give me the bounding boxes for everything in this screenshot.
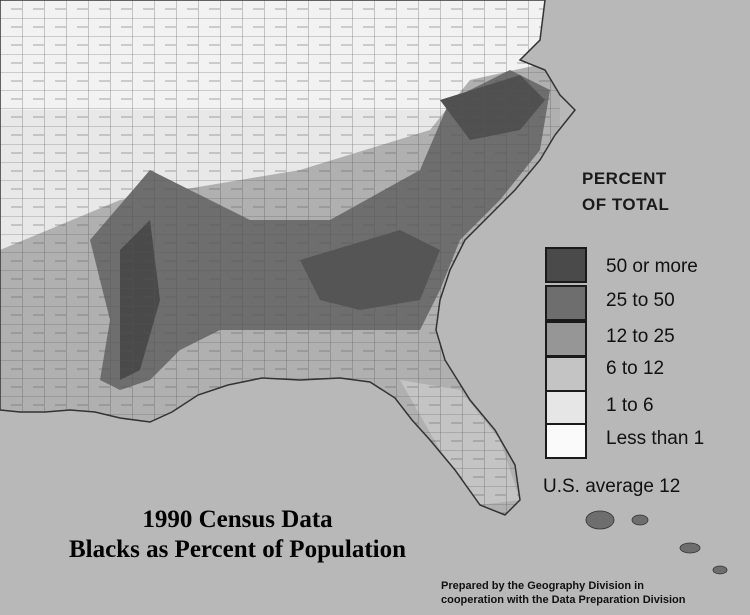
credit-line2: cooperation with the Data Preparation Di… xyxy=(441,594,686,606)
legend-swatch xyxy=(545,247,587,283)
legend-label: Less than 1 xyxy=(606,428,705,449)
legend-title-line1: PERCENT xyxy=(582,169,667,188)
credit-note: Prepared by the Geography Division in co… xyxy=(441,579,685,607)
legend-title-line2: OF TOTAL xyxy=(582,195,670,214)
map-title-line1: 1990 Census Data xyxy=(142,506,333,533)
legend-label: 12 to 25 xyxy=(606,326,675,347)
land-areas xyxy=(0,0,560,515)
map-title-line2: Blacks as Percent of Population xyxy=(68,536,407,563)
legend-label: 25 to 50 xyxy=(606,290,675,311)
us-average-label: U.S. average 12 xyxy=(543,476,681,497)
legend-swatch xyxy=(545,285,587,321)
legend-swatch xyxy=(545,321,587,357)
keys-islands xyxy=(585,510,728,575)
legend-label: 1 to 6 xyxy=(606,395,654,416)
legend-label: 50 or more xyxy=(606,256,698,277)
legend-swatch xyxy=(545,356,587,392)
legend-swatch xyxy=(545,390,587,426)
legend-title: PERCENT OF TOTAL xyxy=(582,166,669,218)
credit-line1: Prepared by the Geography Division in xyxy=(441,580,644,592)
legend-swatch xyxy=(545,423,587,459)
legend-label: 6 to 12 xyxy=(606,358,665,379)
